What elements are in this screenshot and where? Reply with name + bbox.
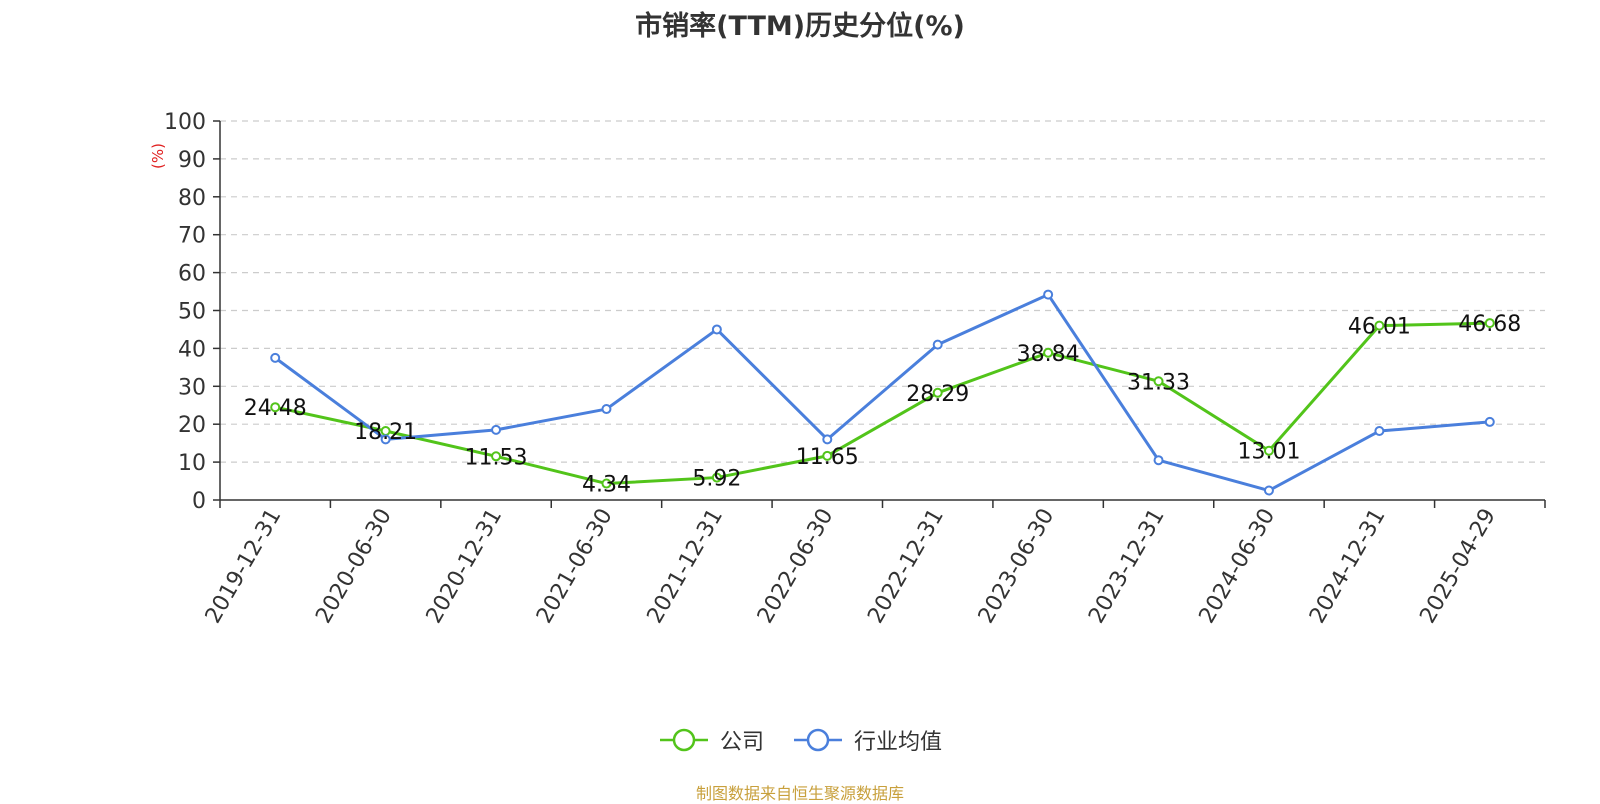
data-label: 46.68 bbox=[1458, 312, 1521, 337]
y-tick-label: 90 bbox=[178, 148, 206, 173]
data-point bbox=[1374, 320, 1385, 331]
data-point bbox=[491, 451, 502, 462]
x-tick-label: 2020-12-31 bbox=[422, 505, 508, 628]
data-point bbox=[822, 434, 833, 445]
data-point bbox=[270, 352, 281, 363]
x-tick-label: 2021-12-31 bbox=[642, 505, 728, 628]
y-tick-label: 0 bbox=[192, 489, 206, 514]
x-tick-label: 2022-12-31 bbox=[863, 505, 949, 628]
x-tick-label: 2025-04-29 bbox=[1415, 505, 1501, 628]
legend-item-1[interactable]: 公司 bbox=[658, 724, 764, 756]
series-line-2 bbox=[274, 293, 1490, 493]
data-point bbox=[1484, 416, 1495, 427]
source-note: 制图数据来自恒生聚源数据库 bbox=[695, 784, 904, 803]
data-label: 13.01 bbox=[1237, 440, 1300, 465]
data-point bbox=[1043, 347, 1054, 358]
y-tick-label: 60 bbox=[178, 262, 206, 287]
x-tick-label: 2022-06-30 bbox=[753, 505, 839, 628]
data-point bbox=[1484, 318, 1495, 329]
x-tick-label: 2019-12-31 bbox=[201, 505, 287, 628]
legend-label: 行业均值 bbox=[854, 730, 943, 755]
data-label: 5.92 bbox=[692, 467, 741, 492]
data-labels: 24.48 18.21 11.53 4.34 5.92 11.65 28.29 38.84 31… bbox=[244, 312, 1522, 497]
series-line-1 bbox=[274, 321, 1490, 486]
data-point bbox=[711, 324, 722, 335]
y-tick-label: 50 bbox=[178, 300, 206, 325]
x-tick-label: 2024-06-30 bbox=[1195, 505, 1281, 628]
y-tick-label: 30 bbox=[178, 375, 206, 400]
x-tick-label: 2021-06-30 bbox=[532, 505, 618, 628]
data-point bbox=[601, 478, 612, 489]
data-point bbox=[380, 434, 391, 445]
data-point bbox=[932, 387, 943, 398]
y-tick-label: 40 bbox=[178, 337, 206, 362]
series bbox=[270, 289, 1495, 496]
data-point bbox=[601, 404, 612, 415]
legend-item-2[interactable]: 行业均值 bbox=[792, 724, 942, 756]
data-label: 11.65 bbox=[796, 445, 859, 470]
data-label: 4.34 bbox=[582, 473, 631, 498]
x-tick-label: 2024-12-31 bbox=[1305, 505, 1391, 628]
data-point bbox=[491, 424, 502, 435]
x-tick-label: 2023-06-30 bbox=[974, 505, 1060, 628]
data-point bbox=[1263, 485, 1274, 496]
data-point bbox=[1153, 455, 1164, 466]
y-tick-label: 20 bbox=[178, 413, 206, 438]
legend: 公司 行业均值 bbox=[0, 720, 1600, 760]
data-label: 11.53 bbox=[465, 445, 528, 470]
data-point bbox=[1374, 426, 1385, 437]
data-point bbox=[711, 472, 722, 483]
data-label: 18.21 bbox=[354, 420, 417, 445]
data-point bbox=[932, 339, 943, 350]
data-label: 38.84 bbox=[1017, 342, 1080, 367]
data-point bbox=[822, 450, 833, 461]
chart-title: 市销率(TTM)历史分位(%) bbox=[635, 11, 965, 42]
y-axis-label: (%) bbox=[149, 143, 167, 169]
data-point bbox=[1043, 289, 1054, 300]
data-point bbox=[270, 402, 281, 413]
x-tick-label: 2020-06-30 bbox=[311, 505, 397, 628]
data-label: 24.48 bbox=[244, 396, 307, 421]
data-point bbox=[1153, 376, 1164, 387]
legend-marker-icon bbox=[658, 727, 710, 753]
y-tick-label: 80 bbox=[178, 186, 206, 211]
y-tick-label: 10 bbox=[178, 451, 206, 476]
y-tick-label: 70 bbox=[178, 224, 206, 249]
axes: 0 10 20 30 40 50 60 70 80 90 100 (%) 2019-12-31 2020-… bbox=[149, 110, 1546, 628]
y-tick-label: 100 bbox=[164, 110, 206, 135]
data-label: 31.33 bbox=[1127, 370, 1190, 395]
grid-lines bbox=[220, 120, 1545, 463]
legend-label: 公司 bbox=[719, 730, 764, 755]
legend-marker-icon bbox=[792, 727, 844, 753]
data-point bbox=[1263, 445, 1274, 456]
data-label: 46.01 bbox=[1348, 315, 1411, 340]
data-label: 28.29 bbox=[906, 382, 969, 407]
x-tick-label: 2023-12-31 bbox=[1084, 505, 1170, 628]
